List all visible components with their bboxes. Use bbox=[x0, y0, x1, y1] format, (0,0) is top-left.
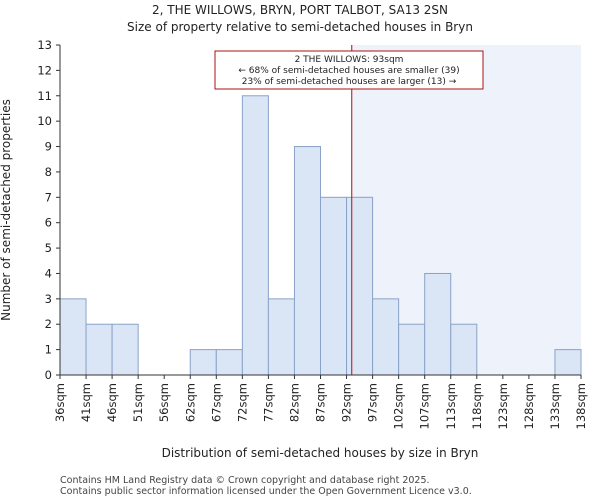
y-tick-label: 1 bbox=[45, 343, 52, 357]
chart-title: 2, THE WILLOWS, BRYN, PORT TALBOT, SA13 … bbox=[152, 3, 448, 17]
y-tick-label: 10 bbox=[37, 114, 52, 128]
chart-subtitle: Size of property relative to semi-detach… bbox=[127, 20, 473, 34]
x-tick-label: 77sqm bbox=[261, 383, 275, 422]
bar-46sqm bbox=[111, 323, 139, 376]
x-tick-label: 82sqm bbox=[287, 383, 301, 422]
y-tick-label: 0 bbox=[45, 368, 52, 382]
footer-line-1: Contains HM Land Registry data © Crown c… bbox=[60, 475, 430, 486]
x-tick-label: 138sqm bbox=[574, 383, 588, 429]
x-tick-label: 67sqm bbox=[209, 383, 223, 422]
x-tick-label: 62sqm bbox=[183, 383, 197, 422]
x-tick-label: 123sqm bbox=[496, 383, 510, 429]
bar-87sqm bbox=[320, 196, 348, 376]
y-tick-label: 4 bbox=[45, 266, 52, 280]
bars-group bbox=[59, 95, 582, 376]
y-tick-label: 7 bbox=[45, 190, 52, 204]
bar-72sqm bbox=[241, 95, 269, 376]
x-tick-label: 133sqm bbox=[548, 383, 562, 429]
bar-36sqm bbox=[59, 298, 87, 376]
annotation-line-2: ← 68% of semi-detached houses are smalle… bbox=[238, 66, 459, 76]
y-tick-label: 13 bbox=[37, 38, 52, 52]
x-tick-label: 92sqm bbox=[340, 383, 354, 422]
x-tick-label: 113sqm bbox=[444, 383, 458, 429]
x-tick-label: 51sqm bbox=[131, 383, 145, 422]
y-tick-label: 2 bbox=[45, 317, 52, 331]
x-tick-label: 87sqm bbox=[314, 383, 328, 422]
x-tick-label: 118sqm bbox=[470, 383, 484, 429]
bar-41sqm bbox=[85, 323, 113, 376]
annotation-line-3: 23% of semi-detached houses are larger (… bbox=[242, 77, 457, 87]
x-tick-label: 107sqm bbox=[418, 383, 432, 429]
y-tick-label: 8 bbox=[45, 165, 52, 179]
bar-62sqm bbox=[189, 349, 217, 376]
x-tick-label: 97sqm bbox=[366, 383, 380, 422]
x-tick-label: 102sqm bbox=[392, 383, 406, 429]
annotation-box bbox=[214, 50, 484, 90]
y-tick-label: 12 bbox=[37, 63, 52, 77]
x-tick-label: 56sqm bbox=[157, 383, 171, 422]
bar-77sqm bbox=[267, 298, 295, 376]
y-tick-label: 5 bbox=[45, 241, 52, 255]
x-tick-label: 46sqm bbox=[105, 383, 119, 422]
bar-133sqm bbox=[554, 349, 582, 376]
bar-67sqm bbox=[215, 349, 243, 376]
bar-107sqm bbox=[424, 272, 452, 376]
x-tick-label: 72sqm bbox=[235, 383, 249, 422]
x-axis-label: Distribution of semi-detached houses by … bbox=[162, 446, 479, 460]
x-tick-label: 128sqm bbox=[522, 383, 536, 429]
y-tick-label: 9 bbox=[45, 140, 52, 154]
y-tick-label: 11 bbox=[37, 89, 52, 103]
bar-97sqm bbox=[372, 298, 400, 376]
bar-92sqm bbox=[346, 196, 374, 376]
bar-82sqm bbox=[293, 146, 322, 376]
y-tick-label: 3 bbox=[45, 292, 52, 306]
x-tick-label: 41sqm bbox=[79, 383, 93, 422]
y-axis-label: Number of semi-detached properties bbox=[0, 99, 13, 321]
footer-line-2: Contains public sector information licen… bbox=[60, 486, 472, 497]
bar-102sqm bbox=[398, 323, 426, 376]
bar-113sqm bbox=[450, 323, 478, 376]
x-tick-label: 36sqm bbox=[53, 383, 67, 422]
annotation-line-1: 2 THE WILLOWS: 93sqm bbox=[295, 55, 404, 65]
x-ticks-group: 36sqm 41sqm 46sqm 51sqm 56sqm 62sqm 67sqm 72sqm… bbox=[53, 375, 588, 429]
y-tick-label: 6 bbox=[45, 216, 52, 230]
